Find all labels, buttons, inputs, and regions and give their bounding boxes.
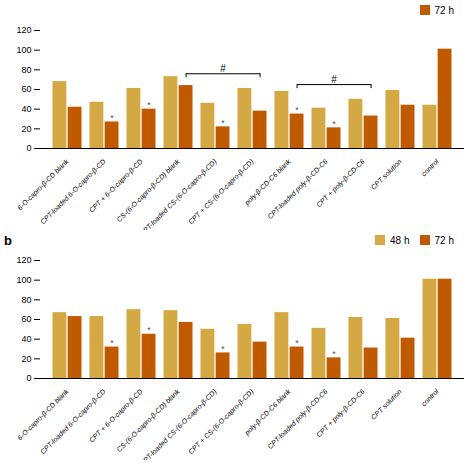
svg-text:CPT-loaded poly-β-CD-C6: CPT-loaded poly-β-CD-C6 bbox=[266, 158, 329, 221]
svg-text:20: 20 bbox=[21, 354, 31, 364]
svg-text:CPT solution: CPT solution bbox=[370, 388, 403, 421]
svg-text:100: 100 bbox=[16, 275, 31, 285]
svg-text:*: * bbox=[332, 119, 336, 129]
svg-text:CPT + 6-O-capro-β-CD: CPT + 6-O-capro-β-CD bbox=[87, 157, 144, 214]
svg-text:*: * bbox=[332, 349, 336, 359]
svg-text:CS-(6-O-capro-β-CD) blank: CS-(6-O-capro-β-CD) blank bbox=[115, 387, 182, 454]
svg-text:control: control bbox=[420, 157, 440, 177]
svg-text:CPT + CS-(6-O-capro-β-CD): CPT + CS-(6-O-capro-β-CD) bbox=[187, 388, 256, 457]
svg-text:CPT + poly-β-CD-C6: CPT + poly-β-CD-C6 bbox=[315, 158, 367, 210]
svg-text:CPT-loaded 6-O-capro-β-CD: CPT-loaded 6-O-capro-β-CD bbox=[39, 388, 108, 457]
svg-text:CPT + poly-β-CD-C6: CPT + poly-β-CD-C6 bbox=[315, 388, 367, 440]
svg-text:#: # bbox=[331, 74, 337, 85]
svg-text:6-O-capro-β-CD blank: 6-O-capro-β-CD blank bbox=[16, 157, 70, 212]
svg-text:CPT-loaded 6-O-capro-β-CD: CPT-loaded 6-O-capro-β-CD bbox=[39, 158, 108, 227]
html-text:48 h: 48 h bbox=[390, 234, 410, 246]
html-text:72 h: 72 h bbox=[434, 4, 454, 16]
svg-text:*: * bbox=[147, 325, 151, 335]
svg-text:*: * bbox=[110, 338, 114, 348]
svg-text:*: * bbox=[295, 338, 299, 348]
html-text:72 h: 72 h bbox=[434, 234, 454, 246]
svg-text:CPT + CS-(6-O-capro-β-CD): CPT + CS-(6-O-capro-β-CD) bbox=[187, 158, 256, 227]
svg-text:CPT solution: CPT solution bbox=[370, 158, 403, 191]
svg-text:60: 60 bbox=[21, 84, 31, 94]
svg-text:poly-β-CD-C6 blank: poly-β-CD-C6 blank bbox=[243, 387, 292, 437]
svg-text:CPT-loaded poly-β-CD-C6: CPT-loaded poly-β-CD-C6 bbox=[266, 388, 329, 451]
svg-text:#: # bbox=[220, 63, 226, 74]
svg-text:40: 40 bbox=[21, 334, 31, 344]
svg-text:*: * bbox=[147, 100, 151, 110]
svg-text:40: 40 bbox=[21, 104, 31, 114]
svg-text:poly-β-CD-C6 blank: poly-β-CD-C6 blank bbox=[243, 157, 292, 207]
svg-text:*: * bbox=[295, 105, 299, 115]
svg-text:120: 120 bbox=[16, 25, 31, 35]
html-text:b: b bbox=[4, 232, 12, 248]
svg-text:0: 0 bbox=[26, 373, 31, 383]
svg-text:*: * bbox=[110, 113, 114, 123]
svg-text:60: 60 bbox=[21, 314, 31, 324]
svg-text:CPT-loaded CS-(6-O-capro-β-CD): CPT-loaded CS-(6-O-capro-β-CD) bbox=[138, 388, 218, 460]
svg-text:80: 80 bbox=[21, 65, 31, 75]
svg-text:0: 0 bbox=[26, 143, 31, 153]
svg-text:*: * bbox=[221, 344, 225, 354]
svg-text:control: control bbox=[420, 387, 440, 407]
svg-text:20: 20 bbox=[21, 124, 31, 134]
svg-text:CS-(6-O-capro-β-CD) blank: CS-(6-O-capro-β-CD) blank bbox=[115, 157, 182, 224]
svg-text:80: 80 bbox=[21, 295, 31, 305]
svg-text:100: 100 bbox=[16, 45, 31, 55]
svg-text:CPT + 6-O-capro-β-CD: CPT + 6-O-capro-β-CD bbox=[87, 387, 144, 444]
svg-text:CPT-loaded CS-(6-O-capro-β-CD): CPT-loaded CS-(6-O-capro-β-CD) bbox=[138, 158, 218, 230]
svg-text:*: * bbox=[221, 118, 225, 128]
svg-text:120: 120 bbox=[16, 255, 31, 265]
svg-text:6-O-capro-β-CD blank: 6-O-capro-β-CD blank bbox=[16, 387, 70, 442]
